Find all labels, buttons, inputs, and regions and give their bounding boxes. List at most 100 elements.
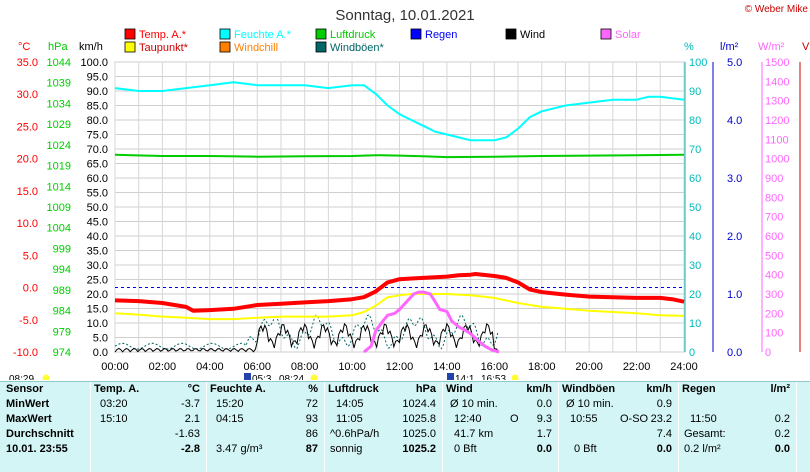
moon-marker (447, 373, 454, 380)
partial-axis-unit: V (802, 41, 810, 53)
x-tick-label: 20:00 (575, 361, 603, 373)
wind-tick-label: 55.0 (87, 188, 108, 200)
wind-avg-value: 1.7 (536, 428, 552, 440)
rain-total-label: Gesamt: (684, 428, 726, 440)
x-tick-label: 12:00 (386, 361, 414, 373)
wind-tick-label: 100.0 (80, 57, 108, 69)
x-tick-label: 10:00 (338, 361, 366, 373)
wind-tick-label: 45.0 (87, 217, 108, 229)
temp-avg-value: -1.63 (174, 428, 200, 440)
wind-axis-unit: km/h (79, 41, 103, 53)
pressure-tick-label: 1024 (47, 140, 71, 152)
temp-min-value: -3.7 (181, 398, 200, 410)
humidity-header: Feuchte A. (210, 383, 266, 395)
pressure-avg-value: 1025.0 (402, 428, 436, 440)
humidity-min-value: 72 (305, 398, 318, 410)
wind-tick-label: 80.0 (87, 115, 108, 127)
pressure-tick-label: 1044 (47, 57, 71, 69)
rain-max-time: 11:50 (690, 413, 717, 425)
pressure-max-value: 1025.8 (402, 413, 436, 425)
pressure-tick-label: 974 (53, 347, 71, 359)
wind-max-time: 12:40 (454, 413, 482, 425)
wind-unit: km/h (526, 383, 552, 395)
solar-tick-label: 300 (765, 289, 783, 301)
gust-max-time: 10:55 (570, 413, 598, 425)
sensor-column: Sensor MinWert MaxWert Durchschnitt 10.0… (6, 382, 90, 472)
gust-max-direction: O-SO (620, 413, 649, 425)
pressure-header: Luftdruck (328, 383, 379, 395)
rain-column: Regen l/m² 11:50 0.2 Gesamt: 0.2 0.2 l/m² 0.… (682, 382, 794, 472)
legend-swatch (219, 28, 231, 40)
wind-avg-label: Ø 10 min. (450, 398, 498, 410)
wind-tick-label: 90.0 (87, 86, 108, 98)
row-label-max: MaxWert (6, 413, 52, 425)
row-label-min: MinWert (6, 398, 50, 410)
series-luftdruck (114, 153, 685, 159)
legend: Temp. A.* Feuchte A.* Luftdruck Regen Wind So… (124, 28, 641, 54)
sun-dot-left (42, 374, 50, 380)
x-tick-label: 22:00 (623, 361, 651, 373)
wind-avg10-value: 0.0 (536, 398, 552, 410)
series-feuchte-a (114, 81, 685, 142)
sunrise-time-alt: 08:24 (279, 374, 304, 380)
pressure-column: Luftdruck hPa 14:05 1024.4 11:05 1025.8 ^0.… (328, 382, 440, 472)
solar-tick-label: 1200 (765, 115, 789, 127)
pressure-min-value: 1024.4 (402, 398, 436, 410)
series-layer (114, 81, 685, 354)
temp-tick-label: -10.0 (13, 347, 38, 359)
temp-tick-label: 10.0 (17, 218, 38, 230)
wind-tick-label: 25.0 (87, 275, 108, 287)
wind-tick-label: 75.0 (87, 130, 108, 142)
pressure-tick-label: 1014 (47, 181, 71, 193)
row-label-avg: Durchschnitt (6, 428, 74, 440)
x-tick-label: 18:00 (528, 361, 556, 373)
humidity-tick-label: 90 (689, 86, 701, 98)
pressure-axis-unit: hPa (48, 41, 68, 53)
sensor-header: Sensor (6, 383, 44, 395)
wind-tick-label: 85.0 (87, 101, 108, 113)
legend-swatch (505, 28, 517, 40)
humidity-current-value: 87 (305, 443, 318, 455)
pressure-tick-label: 984 (53, 306, 71, 318)
tick-labels: 35.0 30.0 25.0 20.0 15.0 10.0 5.0 0.0 -5.0 -10.0 1… (13, 57, 790, 373)
temp-tick-label: -5.0 (19, 315, 38, 327)
wind-tick-label: 15.0 (87, 304, 108, 316)
gust-avg-label: Ø 10 min. (566, 398, 614, 410)
series-temp-a (114, 272, 685, 313)
wind-distance: 41.7 km (454, 428, 494, 440)
wind-tick-label: 30.0 (87, 260, 108, 272)
humidity-axis-unit: % (684, 41, 694, 53)
rain-tick-label: 1.0 (727, 289, 742, 301)
temp-header: Temp. A. (94, 383, 140, 395)
legend-label: Solar (615, 29, 641, 41)
legend-label: Regen (425, 29, 457, 41)
pressure-trend: ^0.6hPa/h (330, 428, 380, 440)
solar-tick-label: 900 (765, 173, 783, 185)
solar-tick-label: 800 (765, 192, 783, 204)
rain-header: Regen (682, 383, 716, 395)
wind-tick-label: 20.0 (87, 289, 108, 301)
rain-tick-label: 5.0 (727, 57, 742, 69)
temp-current-value: -2.8 (181, 443, 200, 455)
rain-unit: l/m² (770, 383, 790, 395)
solar-tick-label: 1000 (765, 154, 789, 166)
series-solar (362, 290, 500, 354)
weather-chart: Sonntag, 10.01.2021 © Weber Mike Temp. A… (9, 4, 810, 380)
rain-tick-label: 3.0 (727, 173, 742, 185)
pressure-min-time: 14:05 (336, 398, 364, 410)
humidity-tick-label: 60 (689, 173, 701, 185)
sunrise-time: 05:3 (252, 374, 272, 380)
temp-max-time: 15:10 (100, 413, 128, 425)
credit-label: © Weber Mike (745, 4, 809, 15)
rain-tick-label: 4.0 (727, 115, 742, 127)
x-tick-label: 08:00 (291, 361, 319, 373)
legend-swatch (315, 28, 327, 40)
humidity-unit: % (308, 383, 318, 395)
sun-dot-mid (310, 374, 318, 380)
legend-label: Taupunkt* (139, 42, 189, 54)
temp-max-value: 2.1 (184, 413, 200, 425)
humidity-column: Feuchte A.% 15:20 72 04:15 93 86 3.47 g/m³… (210, 382, 322, 472)
wind-beaufort: 0 Bft (454, 443, 477, 455)
humidity-tick-label: 10 (689, 318, 701, 330)
temp-tick-label: 35.0 (17, 57, 38, 69)
